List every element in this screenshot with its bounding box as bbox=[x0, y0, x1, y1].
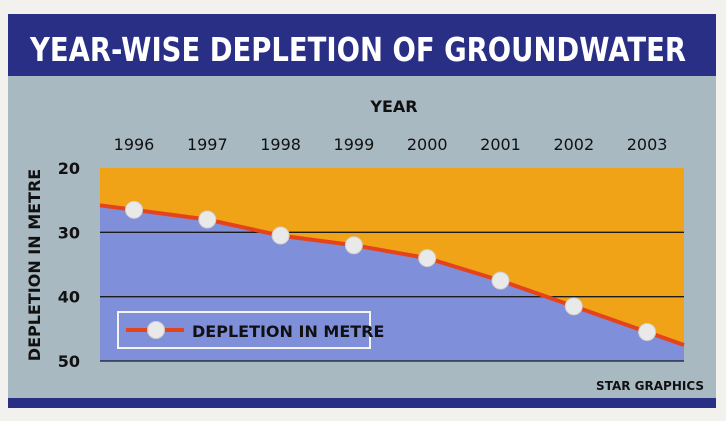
y-axis-label: DEPLETION IN METRE bbox=[25, 169, 44, 361]
x-tick-2003: 2003 bbox=[627, 135, 668, 154]
x-tick-2002: 2002 bbox=[553, 135, 594, 154]
x-tick-1999: 1999 bbox=[334, 135, 375, 154]
y-tick-30: 30 bbox=[58, 223, 80, 242]
grid-lines bbox=[100, 231, 684, 362]
data-points bbox=[125, 200, 657, 342]
data-point-1997 bbox=[198, 210, 217, 229]
y-tick-40: 40 bbox=[58, 288, 80, 307]
legend: DEPLETION IN METRE bbox=[117, 311, 384, 349]
x-tick-labels: 1996 1997 1998 1999 2000 2001 2002 2003 bbox=[114, 135, 668, 154]
x-tick-1996: 1996 bbox=[114, 135, 155, 154]
x-tick-2001: 2001 bbox=[480, 135, 521, 154]
data-point-1999 bbox=[344, 236, 363, 255]
y-tick-20: 20 bbox=[58, 159, 80, 178]
x-tick-1997: 1997 bbox=[187, 135, 228, 154]
title-bar bbox=[8, 14, 716, 76]
data-point-1998 bbox=[271, 226, 290, 245]
data-point-1996 bbox=[125, 200, 143, 219]
legend-marker-swatch bbox=[147, 321, 165, 339]
source-credit: STAR GRAPHICS bbox=[596, 379, 704, 393]
bottom-band bbox=[8, 398, 716, 408]
chart-title: YEAR-WISE DEPLETION OF GROUNDWATER bbox=[29, 30, 686, 69]
data-point-2001 bbox=[491, 271, 510, 290]
depletion-line bbox=[99, 203, 685, 347]
y-tick-50: 50 bbox=[58, 352, 80, 371]
x-tick-1998: 1998 bbox=[260, 135, 301, 154]
data-point-2002 bbox=[564, 297, 583, 316]
x-axis-label: YEAR bbox=[369, 97, 417, 116]
x-tick-2000: 2000 bbox=[407, 135, 448, 154]
y-tick-labels: 20 30 40 50 bbox=[58, 159, 80, 371]
data-point-2000 bbox=[418, 249, 437, 268]
data-point-2003 bbox=[638, 323, 657, 342]
legend-label: DEPLETION IN METRE bbox=[192, 322, 384, 341]
